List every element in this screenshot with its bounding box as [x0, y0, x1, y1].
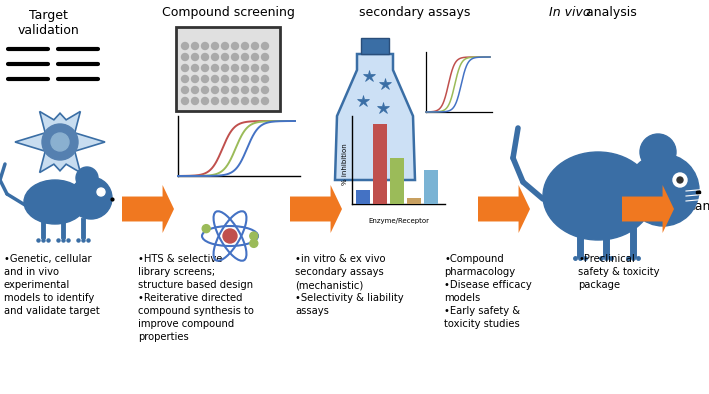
Circle shape [201, 97, 208, 104]
Circle shape [242, 87, 248, 93]
Circle shape [221, 76, 228, 82]
Circle shape [182, 54, 189, 61]
Circle shape [232, 97, 238, 104]
Text: Candidate: Candidate [686, 199, 709, 212]
Polygon shape [122, 185, 174, 233]
Circle shape [221, 87, 228, 93]
Circle shape [191, 43, 199, 50]
Text: •Genetic, cellular
and in vivo
experimental
models to identify
and validate targ: •Genetic, cellular and in vivo experimen… [4, 254, 100, 316]
Circle shape [211, 87, 218, 93]
Circle shape [262, 97, 269, 104]
Circle shape [211, 43, 218, 50]
Bar [373, 124, 387, 204]
Circle shape [252, 65, 259, 71]
Bar [407, 198, 421, 204]
Text: analysis: analysis [582, 6, 637, 19]
Circle shape [201, 54, 208, 61]
Polygon shape [478, 185, 530, 233]
Circle shape [201, 43, 208, 50]
Circle shape [250, 232, 258, 240]
Text: Compound screening: Compound screening [162, 6, 294, 19]
Circle shape [70, 177, 112, 219]
Circle shape [252, 87, 259, 93]
Bar [424, 170, 438, 204]
Circle shape [182, 65, 189, 71]
Text: % inhibition: % inhibition [342, 143, 348, 185]
Text: Target
validation: Target validation [17, 9, 79, 37]
Circle shape [627, 154, 699, 226]
Ellipse shape [543, 152, 653, 240]
Circle shape [182, 76, 189, 82]
Circle shape [250, 240, 258, 247]
Circle shape [211, 65, 218, 71]
Circle shape [97, 188, 105, 196]
Circle shape [76, 167, 98, 189]
Text: secondary assays: secondary assays [359, 6, 471, 19]
Circle shape [191, 54, 199, 61]
Polygon shape [335, 54, 415, 180]
Circle shape [262, 76, 269, 82]
Bar [356, 190, 370, 204]
Circle shape [242, 43, 248, 50]
Circle shape [252, 54, 259, 61]
FancyBboxPatch shape [176, 27, 280, 111]
Circle shape [201, 65, 208, 71]
Circle shape [221, 43, 228, 50]
Text: Enzyme/Receptor: Enzyme/Receptor [368, 218, 429, 224]
Circle shape [232, 54, 238, 61]
Circle shape [211, 76, 218, 82]
Circle shape [232, 76, 238, 82]
Bar [390, 158, 404, 204]
Bar [361, 38, 389, 54]
Circle shape [221, 97, 228, 104]
Circle shape [223, 229, 237, 243]
Circle shape [211, 54, 218, 61]
Circle shape [262, 87, 269, 93]
Text: •Compound
pharmacology
•Disease efficacy
models
•Early safety &
toxicity studies: •Compound pharmacology •Disease efficacy… [444, 254, 532, 329]
Circle shape [640, 134, 676, 170]
Circle shape [202, 225, 210, 232]
Circle shape [191, 87, 199, 93]
Circle shape [182, 87, 189, 93]
Circle shape [262, 43, 269, 50]
Circle shape [252, 97, 259, 104]
Circle shape [252, 43, 259, 50]
Polygon shape [290, 185, 342, 233]
Circle shape [232, 43, 238, 50]
Circle shape [221, 65, 228, 71]
Circle shape [201, 87, 208, 93]
Circle shape [232, 65, 238, 71]
Circle shape [201, 76, 208, 82]
Circle shape [211, 97, 218, 104]
Circle shape [42, 124, 78, 160]
Text: In vivo: In vivo [549, 6, 591, 19]
Circle shape [191, 76, 199, 82]
Text: •Preclinical
safety & toxicity
package: •Preclinical safety & toxicity package [578, 254, 659, 290]
Circle shape [252, 76, 259, 82]
Text: •in vitro & ex vivo
secondary assays
(mechanistic)
•Selectivity & liability
assa: •in vitro & ex vivo secondary assays (me… [295, 254, 403, 316]
Circle shape [242, 65, 248, 71]
Circle shape [262, 65, 269, 71]
Circle shape [242, 76, 248, 82]
Circle shape [182, 97, 189, 104]
Circle shape [221, 54, 228, 61]
Circle shape [242, 54, 248, 61]
Polygon shape [15, 112, 105, 173]
Text: •HTS & selective
library screens;
structure based design
•Reiterative directed
c: •HTS & selective library screens; struct… [138, 254, 254, 342]
Circle shape [677, 177, 683, 183]
Circle shape [242, 97, 248, 104]
Circle shape [673, 173, 687, 187]
Polygon shape [622, 185, 674, 233]
Circle shape [191, 65, 199, 71]
Ellipse shape [24, 180, 86, 224]
Circle shape [182, 43, 189, 50]
Circle shape [191, 97, 199, 104]
Circle shape [262, 54, 269, 61]
Circle shape [51, 133, 69, 151]
Circle shape [232, 87, 238, 93]
